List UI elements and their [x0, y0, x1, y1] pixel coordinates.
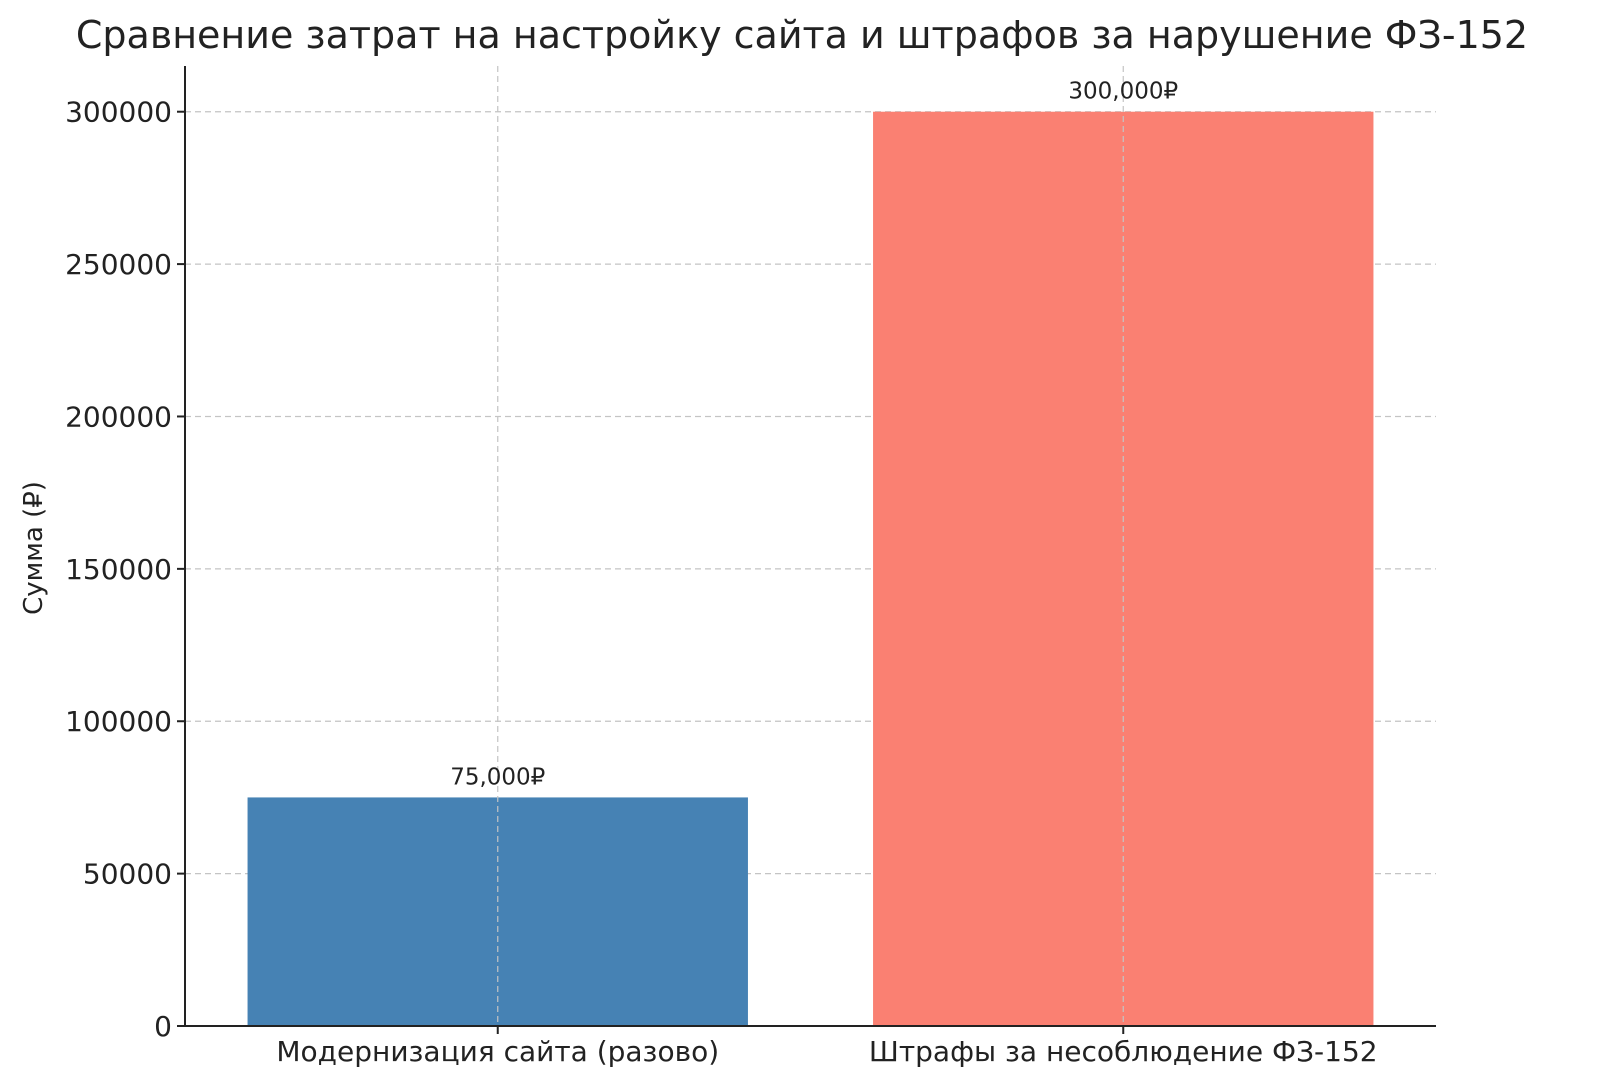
y-tick-label: 250000 [65, 248, 172, 281]
y-tick-label: 300000 [65, 96, 172, 129]
x-grid-lines [497, 66, 1124, 1026]
y-tick-label: 150000 [65, 553, 172, 586]
y-axis-label: Сумма (₽) [19, 481, 49, 615]
y-tick-label: 0 [154, 1010, 172, 1043]
x-ticks: Модернизация сайта (разово) Штрафы за нес… [276, 1026, 1378, 1068]
data-label: 75,000₽ [450, 764, 545, 790]
y-tick-label: 50000 [83, 858, 172, 891]
y-tick-label: 200000 [65, 400, 172, 433]
y-ticks: 0 50000 100000 150000 200000 250000 300000 [65, 96, 185, 1043]
x-tick-label: Штрафы за несоблюдение ФЗ-152 [869, 1035, 1378, 1068]
data-label: 300,000₽ [1068, 79, 1178, 105]
data-labels: 75,000₽ 300,000₽ [450, 79, 1178, 791]
y-tick-label: 100000 [65, 705, 172, 738]
chart-title: Сравнение затрат на настройку сайта и шт… [76, 13, 1528, 57]
axes [184, 66, 1436, 1027]
x-tick-label: Модернизация сайта (разово) [276, 1035, 719, 1068]
